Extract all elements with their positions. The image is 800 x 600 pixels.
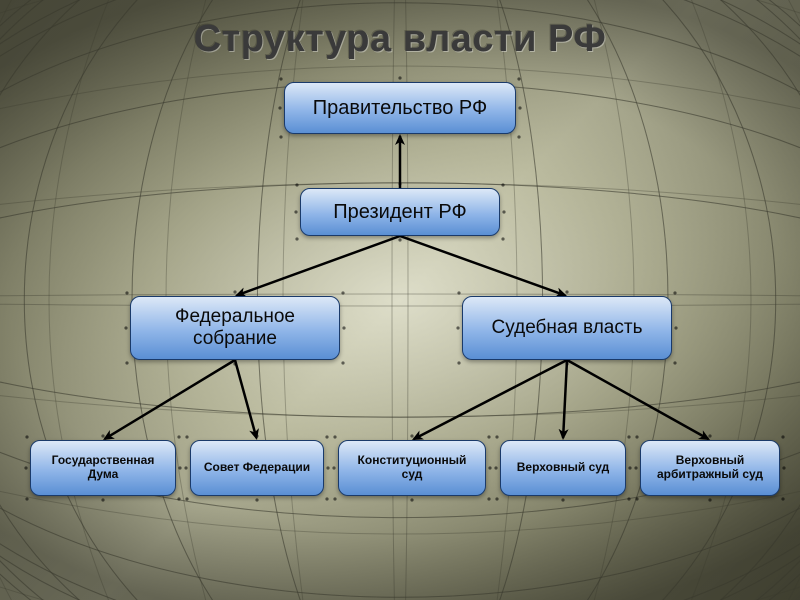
node-gov: Правительство РФ (284, 82, 516, 134)
node-duma: Государственная Дума (30, 440, 176, 496)
node-fed: Федеральное собрание (130, 296, 340, 360)
page-title: Структура власти РФ (0, 18, 800, 61)
node-pres: Президент РФ (300, 188, 500, 236)
node-arb: Верховный арбитражный суд (640, 440, 780, 496)
node-jud: Судебная власть (462, 296, 672, 360)
node-konst: Конституционный суд (338, 440, 486, 496)
node-sovet: Совет Федерации (190, 440, 324, 496)
node-verh: Верховный суд (500, 440, 626, 496)
